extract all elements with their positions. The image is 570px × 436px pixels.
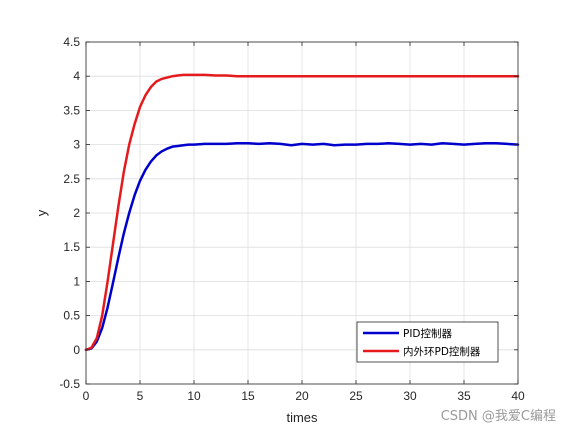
y-tick-label: 4.5 bbox=[63, 35, 80, 49]
legend: PID控制器 内外环PD控制器 bbox=[356, 321, 499, 363]
x-tick-label: 5 bbox=[137, 389, 144, 403]
x-tick-label: 0 bbox=[83, 389, 90, 403]
y-tick-label: 2.5 bbox=[63, 172, 80, 186]
legend-label-pid: PID控制器 bbox=[403, 327, 453, 340]
x-axis-ticks: 0 5 10 15 20 25 30 35 40 bbox=[83, 42, 525, 403]
x-tick-label: 30 bbox=[403, 389, 417, 403]
x-tick-label: 15 bbox=[241, 389, 255, 403]
y-tick-label: 2 bbox=[73, 206, 80, 220]
y-tick-label: 0 bbox=[73, 343, 80, 357]
y-axis-ticks: -0.5 0 0.5 1 1.5 2 2.5 3 3.5 4 4.5 bbox=[59, 35, 518, 391]
y-tick-label: 3 bbox=[73, 138, 80, 152]
legend-box bbox=[356, 321, 499, 363]
x-axis-label: times bbox=[286, 410, 318, 425]
x-tick-label: 40 bbox=[511, 389, 525, 403]
x-tick-label: 20 bbox=[295, 389, 309, 403]
y-axis-label: y bbox=[34, 209, 49, 216]
y-tick-label: 1.5 bbox=[63, 240, 80, 254]
y-tick-label: 4 bbox=[73, 69, 80, 83]
series-line-pid bbox=[84, 141, 520, 352]
x-tick-label: 35 bbox=[457, 389, 471, 403]
x-tick-label: 10 bbox=[187, 389, 201, 403]
y-tick-label: -0.5 bbox=[59, 377, 80, 391]
y-tick-label: 1 bbox=[73, 274, 80, 288]
y-tick-label: 0.5 bbox=[63, 309, 80, 323]
legend-label-inner-outer-pd: 内外环PD控制器 bbox=[403, 345, 481, 358]
x-tick-label: 25 bbox=[349, 389, 363, 403]
series-lines bbox=[84, 73, 520, 352]
series-line-inner-outer-pd bbox=[84, 73, 520, 352]
watermark: CSDN @我爱C编程 bbox=[441, 409, 556, 424]
y-tick-label: 3.5 bbox=[63, 103, 80, 117]
